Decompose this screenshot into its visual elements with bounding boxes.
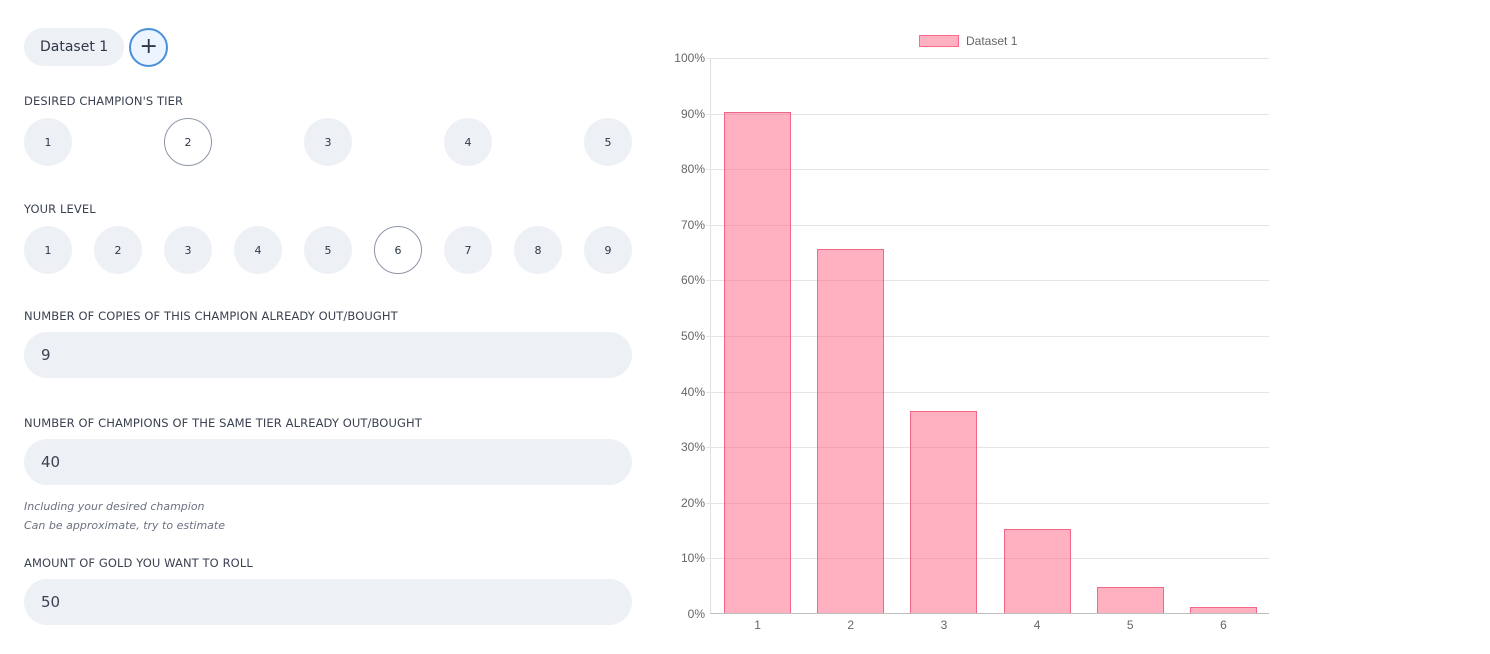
level-option-8[interactable]: 8 [514,226,562,274]
legend-label: Dataset 1 [966,34,1018,48]
level-option-1[interactable]: 1 [24,226,72,274]
x-tick-label: 6 [1220,618,1227,632]
gold-label: Amount of gold you want to roll [24,556,253,570]
plus-icon: + [139,34,158,59]
y-tick-label: 10% [680,551,705,566]
gridline [706,169,1269,171]
chart-legend[interactable]: Dataset 1 [919,34,1017,48]
y-tick-label: 100% [674,51,705,65]
bar-6[interactable] [1189,607,1257,613]
calculator-form: Dataset 1 + Desired champion's tier 1234… [24,27,632,625]
y-tick-label: 0% [687,607,705,621]
y-tick-label: 30% [680,440,705,455]
y-tick-label: 40% [680,384,705,399]
tier-option-4[interactable]: 4 [444,118,492,166]
tier-option-3[interactable]: 3 [304,118,352,166]
same-tier-hint-2: Can be approximate, try to estimate [24,519,225,532]
copies-input[interactable] [24,332,632,378]
chart-plot-area: 0% 10% 20% 30% 40% 50% 60% 70% 80% 90% 100% 1 2 3 4 5 6 [674,51,1269,632]
gridline [706,447,1269,449]
same-tier-section: Number of champions of the same tier alr… [24,416,632,535]
x-tick-label: 2 [847,618,855,632]
tier-option-5[interactable]: 5 [584,118,632,166]
gridline [706,336,1269,337]
tier-options: 1 2 3 4 5 [24,118,632,166]
tier-section: Desired champion's tier 1 2 3 4 5 [24,94,632,166]
bar-5[interactable] [1096,586,1164,613]
level-option-7[interactable]: 7 [444,226,492,274]
level-option-4[interactable]: 4 [234,226,282,274]
level-option-9[interactable]: 9 [584,226,632,274]
add-dataset-button[interactable]: + [129,27,169,67]
gridline [706,58,1269,59]
tab-dataset-1[interactable]: Dataset 1 [24,28,125,66]
copies-label: Number of copies of this champion alread… [24,309,398,323]
level-label: Your level [24,202,96,216]
y-tick-label: 60% [680,273,705,288]
same-tier-label: Number of champions of the same tier alr… [24,416,422,430]
same-tier-hint-1: Including your desired champion [24,500,205,513]
y-tick-label: 90% [680,106,705,121]
gridline [706,280,1269,282]
x-tick-label: 1 [754,618,761,632]
tier-option-1[interactable]: 1 [24,118,72,166]
dataset-tabs: Dataset 1 + [24,27,632,67]
bar-3[interactable] [910,411,978,613]
bar-4[interactable] [1003,529,1071,613]
level-option-6[interactable]: 6 [374,226,422,274]
y-tick-label: 50% [680,329,705,343]
level-option-5[interactable]: 5 [304,226,352,274]
gold-section: Amount of gold you want to roll [24,556,632,625]
gridline [706,558,1269,560]
x-tick-label: 3 [940,618,948,632]
level-option-3[interactable]: 3 [164,226,212,274]
y-tick-label: 80% [680,162,705,177]
probability-chart: Dataset 1 0% 10% 20% 30% 40% 50% 60% 70% 80% 90% 1… [650,20,1290,640]
same-tier-input[interactable] [24,439,632,485]
x-tick-label: 4 [1033,618,1041,632]
gridline [706,391,1269,393]
tier-label: Desired champion's tier [24,94,184,108]
tier-option-2[interactable]: 2 [164,118,212,166]
gold-input[interactable] [24,579,632,625]
legend-swatch [919,35,959,47]
y-tick-label: 20% [680,495,705,510]
level-option-2[interactable]: 2 [94,226,142,274]
gridline [706,224,1269,226]
bar-2[interactable] [817,248,885,613]
gridline [706,502,1269,504]
gridline [706,113,1269,115]
x-tick-label: 5 [1126,618,1134,632]
y-tick-label: 70% [680,217,705,232]
copies-section: Number of copies of this champion alread… [24,309,632,378]
bar-1[interactable] [724,111,792,613]
